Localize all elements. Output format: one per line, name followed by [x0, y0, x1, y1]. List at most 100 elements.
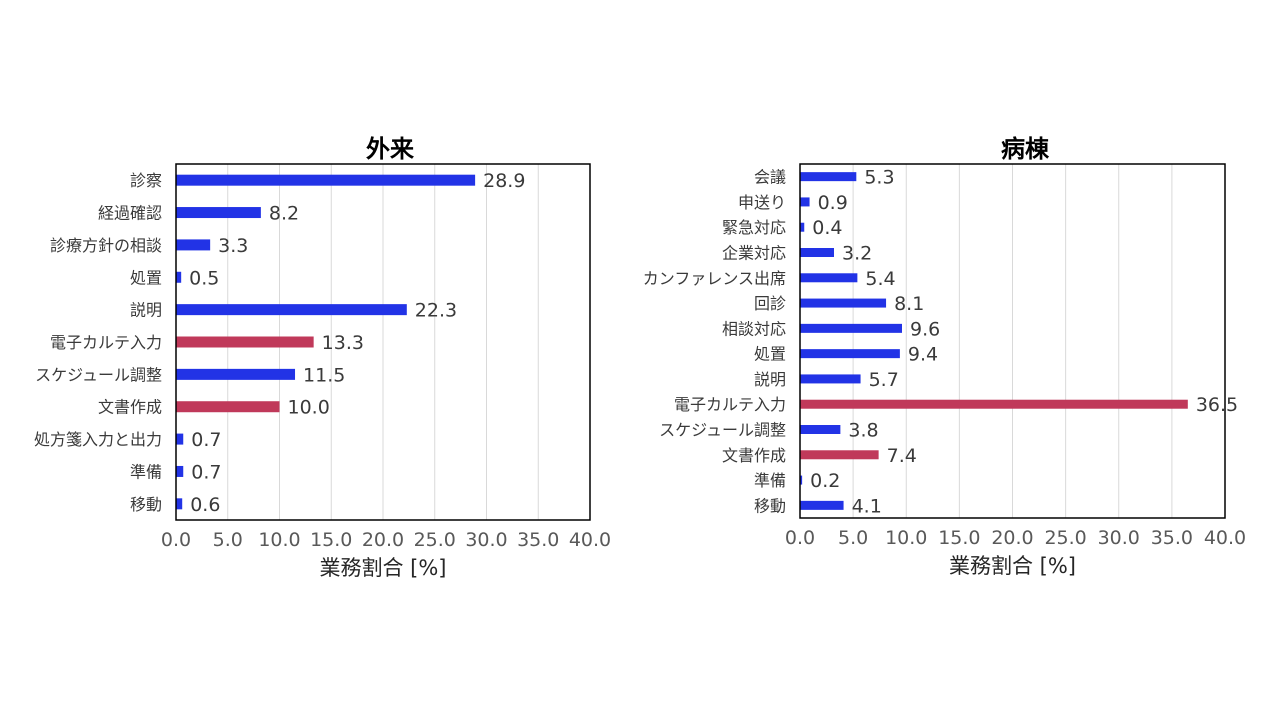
bar — [800, 298, 887, 308]
category-label: カンファレンス出席 — [643, 269, 786, 288]
x-tick-label: 0.0 — [161, 529, 191, 551]
bar — [176, 433, 184, 445]
data-label: 0.9 — [818, 192, 848, 214]
chart-title: 外来 — [366, 135, 415, 163]
category-label: 処置 — [130, 268, 162, 287]
category-label: 移動 — [130, 495, 162, 514]
category-label: 説明 — [754, 370, 786, 389]
bar — [176, 465, 184, 477]
chart-title: 病棟 — [1001, 135, 1050, 163]
category-label: 説明 — [130, 301, 162, 320]
x-tick-label: 20.0 — [362, 529, 404, 551]
data-label: 28.9 — [483, 170, 525, 192]
data-label: 0.7 — [191, 429, 221, 451]
category-label: 電子カルテ入力 — [674, 395, 786, 414]
category-label: 準備 — [130, 462, 162, 481]
bar — [800, 475, 803, 485]
category-label: スケジュール調整 — [659, 421, 786, 440]
data-label: 0.4 — [812, 217, 842, 239]
bar — [176, 304, 407, 316]
x-tick-label: 25.0 — [1044, 527, 1086, 549]
bar — [176, 401, 280, 413]
data-label: 3.2 — [842, 243, 872, 265]
data-label: 22.3 — [415, 300, 457, 322]
data-label: 5.7 — [869, 369, 899, 391]
x-tick-label: 10.0 — [258, 529, 300, 551]
bar — [800, 222, 805, 232]
data-label: 5.4 — [865, 268, 895, 290]
bar — [176, 498, 183, 510]
category-label: 相談対応 — [722, 319, 786, 338]
category-label: 準備 — [754, 471, 786, 490]
x-tick-label: 35.0 — [1151, 527, 1193, 549]
x-tick-label: 10.0 — [885, 527, 927, 549]
x-tick-label: 15.0 — [938, 527, 980, 549]
data-label: 3.8 — [848, 420, 878, 442]
x-tick-label: 35.0 — [517, 529, 559, 551]
category-label: 緊急対応 — [722, 218, 786, 237]
data-label: 0.2 — [810, 470, 840, 492]
category-label: 経過確認 — [98, 204, 162, 223]
x-tick-label: 20.0 — [991, 527, 1033, 549]
bar — [176, 368, 296, 380]
data-label: 0.5 — [189, 267, 219, 289]
bar — [800, 425, 841, 434]
x-tick-label: 25.0 — [414, 529, 456, 551]
category-label: 申送り — [738, 193, 786, 212]
data-label: 0.6 — [190, 494, 220, 516]
bar — [800, 323, 902, 333]
category-label: 診察 — [130, 171, 162, 190]
bar — [800, 172, 857, 182]
category-label: スケジュール調整 — [35, 365, 162, 384]
x-tick-label: 0.0 — [785, 527, 815, 549]
x-tick-label: 40.0 — [1204, 527, 1246, 549]
data-label: 5.3 — [864, 167, 894, 189]
bar — [176, 239, 211, 251]
x-axis-title: 業務割合 [%] — [319, 556, 446, 580]
category-label: 電子カルテ入力 — [50, 333, 162, 352]
data-label: 36.5 — [1196, 394, 1238, 416]
bar — [800, 248, 834, 257]
bar — [800, 450, 879, 460]
x-tick-label: 5.0 — [213, 529, 243, 551]
bar — [800, 349, 900, 359]
data-label: 4.1 — [852, 495, 882, 517]
category-label: 回診 — [754, 294, 786, 313]
x-tick-label: 40.0 — [569, 529, 611, 551]
bar — [800, 399, 1188, 409]
data-label: 8.2 — [269, 203, 299, 225]
bar — [176, 207, 261, 219]
x-tick-label: 5.0 — [838, 527, 868, 549]
data-label: 9.4 — [908, 344, 938, 366]
category-label: 文書作成 — [98, 398, 162, 417]
category-label: 診療方針の相談 — [50, 236, 162, 255]
data-label: 10.0 — [288, 397, 330, 419]
data-label: 0.7 — [191, 461, 221, 483]
bar — [176, 271, 182, 283]
plot-frame — [175, 163, 591, 521]
data-label: 8.1 — [894, 293, 924, 315]
data-label: 7.4 — [887, 445, 917, 467]
bar — [800, 374, 861, 384]
x-axis-title: 業務割合 [%] — [949, 554, 1076, 578]
plot-frame — [799, 163, 1226, 519]
category-label: 会議 — [754, 168, 786, 187]
category-label: 処置 — [754, 345, 786, 364]
chart-0: 0.0 5.0 10.0 15.0 20.0 25.0 30.0 35.0 40.0 診察 28.9… — [34, 135, 611, 580]
chart-1: 0.0 5.0 10.0 15.0 20.0 25.0 30.0 35.0 40.0 会議 5.3 申… — [643, 135, 1246, 578]
data-label: 11.5 — [303, 364, 345, 386]
category-label: 企業対応 — [722, 244, 786, 263]
bar — [800, 197, 810, 207]
bar — [176, 174, 476, 186]
x-tick-label: 15.0 — [310, 529, 352, 551]
x-tick-label: 30.0 — [1098, 527, 1140, 549]
x-tick-label: 30.0 — [465, 529, 507, 551]
data-label: 9.6 — [910, 318, 940, 340]
bar — [800, 273, 858, 283]
category-label: 移動 — [754, 496, 786, 515]
data-label: 13.3 — [322, 332, 364, 354]
data-label: 3.3 — [218, 235, 248, 257]
category-label: 処方箋入力と出力 — [34, 430, 162, 449]
